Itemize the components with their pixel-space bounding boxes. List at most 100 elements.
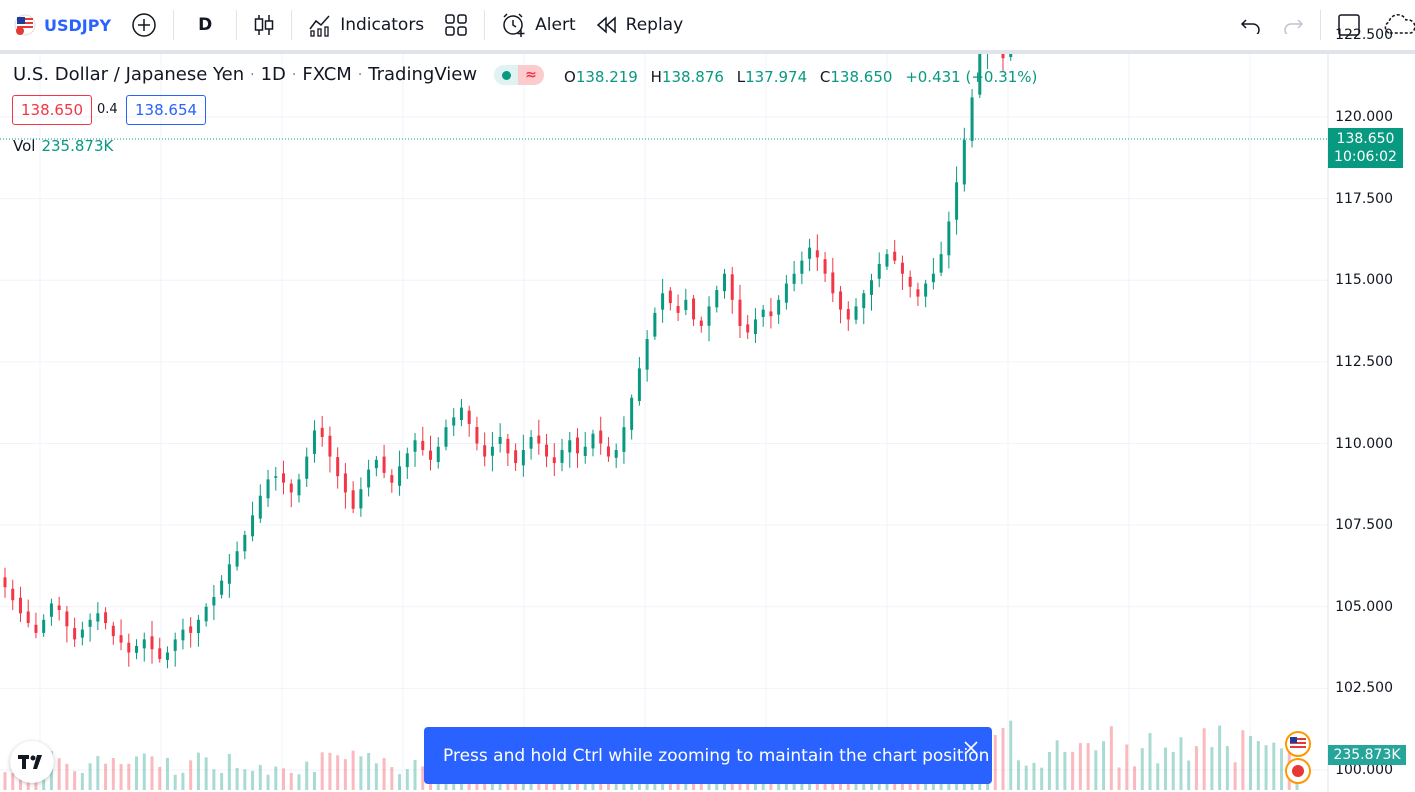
candle-body	[96, 613, 100, 622]
symbol-search-button[interactable]: USDJPY	[0, 0, 121, 50]
close-icon[interactable]	[962, 739, 980, 757]
candle-body	[560, 450, 564, 463]
candle-body	[877, 263, 881, 279]
toolbar-divider	[173, 10, 175, 40]
chart-type-button[interactable]	[243, 0, 285, 50]
candle-body	[65, 611, 69, 627]
volume-bar	[150, 756, 154, 790]
open-value: 138.219	[575, 68, 638, 86]
redo-icon	[1282, 16, 1304, 34]
volume-bar	[336, 755, 340, 790]
volume-bar	[1187, 760, 1191, 790]
volume-bar	[235, 768, 239, 790]
candle-body	[336, 457, 340, 477]
vol-value: 235.873K	[41, 137, 114, 155]
redo-button[interactable]	[1272, 0, 1314, 50]
symbol-legend[interactable]: U.S. Dollar / Japanese Yen · 1D · FXCM ·…	[13, 64, 477, 85]
volume-bar	[189, 760, 193, 790]
volume-bar	[1171, 751, 1175, 790]
candle-body	[653, 312, 657, 337]
candle-body	[498, 436, 502, 444]
undo-button[interactable]	[1230, 0, 1272, 50]
candle-body	[637, 368, 641, 402]
price-tick-label: 105.000	[1335, 598, 1393, 615]
candle-body	[452, 417, 456, 426]
volume-bar	[1249, 735, 1253, 790]
candle-body	[521, 450, 525, 466]
japan-flag-icon[interactable]	[1284, 757, 1314, 787]
candle-body	[939, 254, 943, 273]
volume-bar	[1210, 747, 1214, 790]
candle-body	[738, 299, 742, 326]
volume-bar	[142, 753, 146, 790]
candle-body	[475, 426, 479, 444]
volume-bar	[367, 752, 371, 790]
volume-bar	[1024, 765, 1028, 790]
volume-legend[interactable]: Vol 235.873K	[13, 137, 113, 155]
candle-body	[777, 299, 781, 315]
volume-bar	[343, 759, 347, 790]
price-tick-label: 115.000	[1335, 272, 1393, 289]
volume-bar	[1163, 747, 1167, 790]
tv-logo-icon	[18, 755, 42, 769]
volume-bar	[421, 766, 425, 790]
candle-body	[630, 397, 634, 430]
vol-label: Vol	[13, 137, 36, 155]
market-open-indicator	[494, 65, 518, 85]
last-price-value: 138.650	[1336, 131, 1395, 147]
volume-bar	[212, 769, 216, 790]
change-value: +0.431 (+0.31%)	[905, 68, 1038, 86]
low-label: L	[736, 68, 746, 86]
candle-body	[707, 306, 711, 326]
volume-bar	[1055, 740, 1059, 790]
buy-button[interactable]: 138.654	[126, 95, 207, 125]
candle-body	[343, 473, 347, 493]
volume-bar	[382, 758, 386, 790]
candle-body	[955, 182, 959, 220]
volume-bar	[320, 752, 324, 790]
price-chart[interactable]	[0, 54, 1415, 792]
candle-body	[854, 306, 858, 320]
market-status-pill[interactable]: ≈	[494, 65, 544, 85]
candle-body	[537, 435, 541, 444]
candle-body	[351, 490, 355, 509]
candle-body	[459, 407, 463, 420]
candle-body	[165, 652, 169, 660]
volume-bar	[405, 769, 409, 790]
volume-bar	[297, 774, 301, 790]
candle-body	[243, 534, 247, 552]
candle-body	[978, 54, 982, 95]
volume-bar	[1016, 760, 1020, 790]
candle-body	[158, 648, 162, 659]
candle-body	[839, 291, 843, 310]
open-label: O	[564, 68, 576, 86]
compare-add-button[interactable]	[121, 0, 167, 50]
price-axis[interactable]: 142.500140.000135.000132.500130.000127.5…	[1328, 27, 1415, 792]
interval-button[interactable]: D	[180, 0, 230, 50]
sell-button[interactable]: 138.650	[12, 95, 93, 125]
data-delay-icon: ≈	[518, 65, 544, 85]
volume-bar	[390, 767, 394, 790]
candle-body	[730, 274, 734, 300]
alert-button[interactable]: Alert	[491, 0, 585, 50]
candle-body	[212, 596, 216, 606]
replay-button[interactable]: Replay	[586, 0, 694, 50]
candle-body	[142, 639, 146, 649]
candle-body	[413, 440, 417, 452]
candle-body	[135, 645, 139, 653]
candle-body	[722, 273, 726, 292]
legend-source: TradingView	[368, 64, 478, 85]
candle-body	[947, 221, 951, 256]
candle-body	[266, 479, 270, 499]
indicators-button[interactable]: Indicators	[298, 0, 434, 50]
candle-body	[80, 629, 84, 638]
tradingview-logo[interactable]	[10, 741, 54, 783]
volume-bar	[119, 764, 123, 790]
volume-bar	[374, 763, 378, 790]
currency-flag-icon[interactable]	[1284, 730, 1314, 760]
candle-body	[645, 339, 649, 370]
layouts-button[interactable]	[434, 0, 478, 50]
layout-single-button[interactable]	[1327, 0, 1371, 50]
candle-body	[258, 495, 262, 519]
volume-bar	[266, 774, 270, 790]
